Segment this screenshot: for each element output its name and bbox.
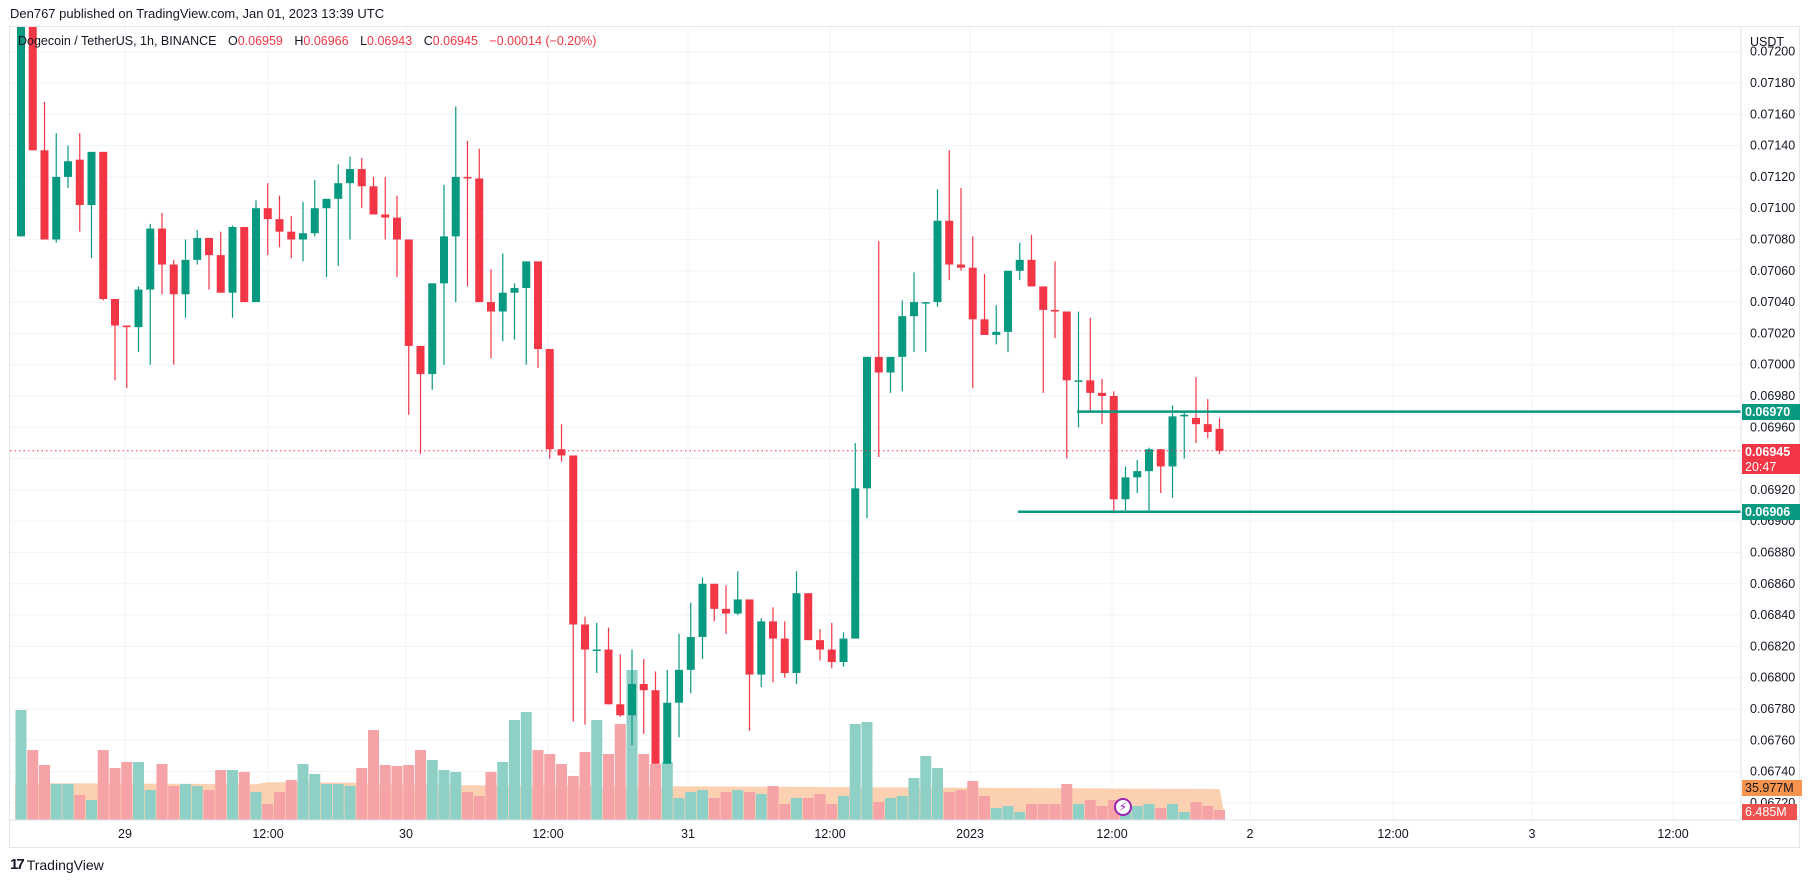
- price-axis[interactable]: 0.07200 0.07180 0.07160 0.07140 0.07120 0.071…: [1750, 45, 1795, 810]
- time-tick: 12:00: [252, 827, 283, 841]
- time-tick: 30: [399, 827, 413, 841]
- time-tick: 12:00: [814, 827, 845, 841]
- price-tick: 0.07080: [1750, 233, 1795, 247]
- time-tick: 12:00: [532, 827, 563, 841]
- price-tick: 0.06840: [1750, 608, 1795, 622]
- change-value: −0.00014 (−0.20%): [489, 34, 597, 48]
- price-tick: 0.07020: [1750, 326, 1795, 340]
- price-tick: 0.07180: [1750, 76, 1795, 90]
- price-tick: 0.06740: [1750, 765, 1795, 779]
- price-tick: 0.07040: [1750, 295, 1795, 309]
- alert-bolt-icon[interactable]: ⚡: [1114, 798, 1132, 816]
- high-label: H: [294, 34, 304, 48]
- time-tick: 12:00: [1377, 827, 1408, 841]
- low-value: 0.06943: [367, 34, 413, 48]
- tradingview-logo-icon: 17: [10, 856, 25, 873]
- price-tick: 0.06820: [1750, 639, 1795, 653]
- support-price-tag: 0.06906: [1742, 503, 1800, 520]
- time-tick: 2023: [956, 827, 984, 841]
- time-tick: 3: [1529, 827, 1536, 841]
- price-tick: 0.06860: [1750, 577, 1795, 591]
- volume-bars: [15, 670, 1225, 820]
- chart-frame[interactable]: [9, 26, 1800, 848]
- price-tick: 0.07000: [1750, 358, 1795, 372]
- price-tick: 0.06880: [1750, 546, 1795, 560]
- price-tick: 0.07100: [1750, 201, 1795, 215]
- tradingview-footer[interactable]: 17 TradingView: [10, 856, 104, 873]
- close-value: 0.06945: [432, 34, 478, 48]
- candles: [17, 27, 1224, 764]
- price-tick: 0.06800: [1750, 671, 1795, 685]
- bar-countdown: 20:47: [1745, 459, 1777, 474]
- price-tick: 0.07140: [1750, 139, 1795, 153]
- time-axis[interactable]: 29 12:00 30 12:00 31 12:00 2023 12:00 2 12:00 3 12:…: [118, 827, 1689, 841]
- symbol-name[interactable]: Dogecoin / TetherUS, 1h, BINANCE: [18, 34, 217, 48]
- open-value: 0.06959: [237, 34, 283, 48]
- last-price-tag: 0.06945 20:47: [1742, 443, 1800, 474]
- published-caption: Den767 published on TradingView.com, Jan…: [10, 6, 385, 21]
- last-price-value: 0.06945: [1745, 444, 1791, 459]
- low-label: L: [360, 34, 368, 48]
- price-tick: 0.07060: [1750, 264, 1795, 278]
- price-tick: 0.06920: [1750, 483, 1795, 497]
- currency-label: USDT: [1750, 35, 1784, 49]
- price-tick: 0.07200: [1750, 45, 1795, 59]
- price-tick: 0.06980: [1750, 389, 1795, 403]
- time-tick: 29: [118, 827, 132, 841]
- volume-ma-tag: 35.977M: [1742, 780, 1802, 796]
- open-label: O: [227, 34, 238, 48]
- grid-lines: [10, 27, 1741, 820]
- level-lines: [10, 410, 1741, 514]
- close-label: C: [423, 34, 433, 48]
- price-tick: 0.06960: [1750, 420, 1795, 434]
- time-tick: 12:00: [1657, 827, 1688, 841]
- price-tick: 0.07160: [1750, 107, 1795, 121]
- symbol-legend[interactable]: Dogecoin / TetherUS, 1h, BINANCE O0.0695…: [18, 34, 596, 48]
- volume-tag: 6.485M: [1742, 804, 1797, 820]
- resistance-price-tag: 0.06970: [1742, 403, 1800, 420]
- high-value: 0.06966: [303, 34, 349, 48]
- price-tick: 0.06780: [1750, 702, 1795, 716]
- price-tick: 0.06760: [1750, 733, 1795, 747]
- time-tick: 31: [681, 827, 695, 841]
- time-tick: 12:00: [1096, 827, 1127, 841]
- time-tick: 2: [1247, 827, 1254, 841]
- tradingview-brand: TradingView: [26, 856, 104, 873]
- price-tick: 0.07120: [1750, 170, 1795, 184]
